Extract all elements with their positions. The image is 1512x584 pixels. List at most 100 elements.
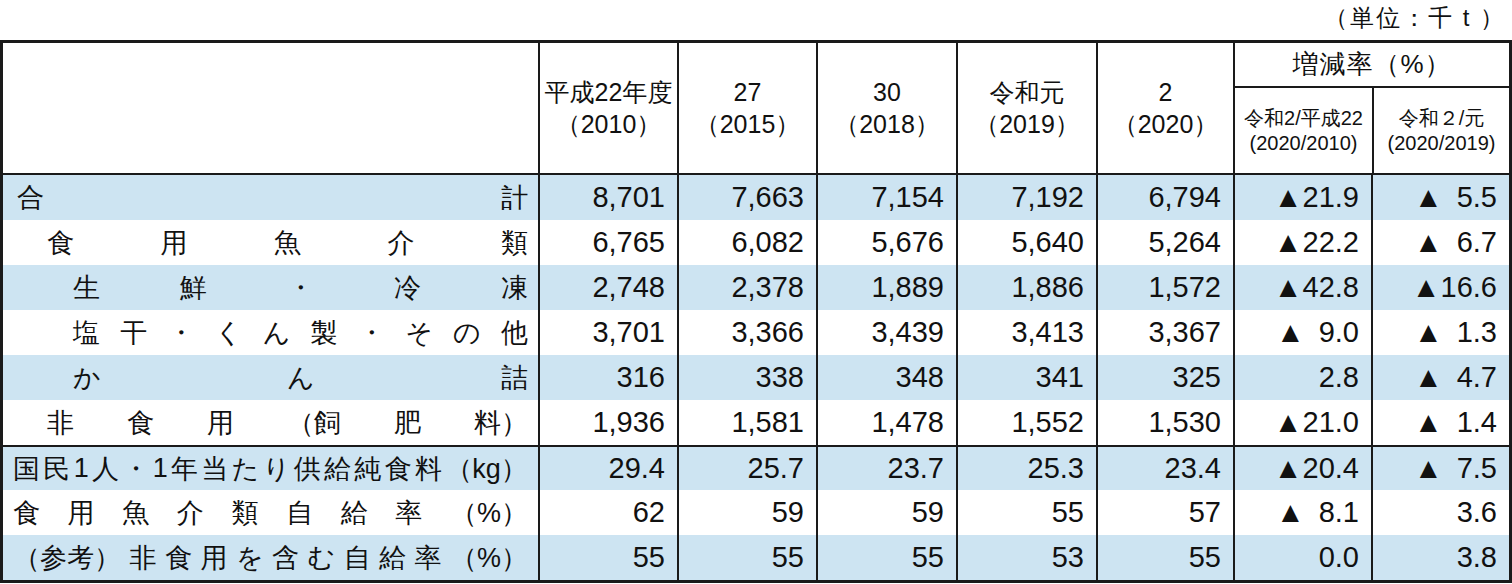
value-cell-2015: 3,366 (677, 310, 816, 355)
label-segment: 用 (68, 495, 95, 531)
label-segment: 給 (341, 495, 368, 531)
label-segment: ・ (168, 315, 195, 351)
label-segment: 当 (201, 451, 228, 487)
label-segment: 供 (294, 451, 321, 487)
label-segment: （飼 (287, 405, 341, 441)
header-line2: （2018） (834, 108, 940, 141)
label-segment: 計 (501, 180, 528, 216)
table-row: 国民1人・1年当たり供給純食料（kg） 29.4 25.7 23.7 25.3 … (3, 445, 1509, 490)
label-segment: 非 (129, 540, 156, 576)
label-segment: 塩 (73, 315, 100, 351)
label-segment: 料 (415, 451, 442, 487)
table-body: 合計 8,701 7,663 7,154 7,192 6,794 ▲21.9 ▲… (3, 175, 1509, 580)
value-cell-2018: 348 (816, 355, 956, 400)
label-segment: 食 (13, 495, 40, 531)
label-segment: （参考） (13, 540, 121, 576)
value-cell-2020: 57 (1096, 490, 1233, 535)
label-segment: 合 (17, 180, 44, 216)
table-row: （参考）非食用を含む自給率（%） 55 55 55 53 55 0.0 3.8 (3, 535, 1509, 580)
label-segment: ・ (122, 451, 149, 487)
value-cell-2015: 25.7 (677, 447, 816, 490)
value-cell-2015: 6,082 (677, 220, 816, 265)
label-segment: り (263, 451, 291, 487)
value-cell-2015: 1,581 (677, 400, 816, 445)
label-segment: か (73, 360, 101, 396)
header-line2: （2019） (974, 108, 1080, 141)
header-col-reiwa2: 2 （2020） (1096, 43, 1233, 173)
value-cell-2015: 59 (677, 490, 816, 535)
row-label: 国民1人・1年当たり供給純食料（kg） (3, 447, 538, 490)
rate-cell-2020-2010: ▲21.9 (1233, 175, 1371, 220)
label-segment: 率 (415, 540, 442, 576)
value-cell-2018: 5,676 (816, 220, 956, 265)
label-segment: 干 (120, 315, 147, 351)
value-cell-2019: 7,192 (956, 175, 1096, 220)
value-cell-2010: 3,701 (538, 310, 677, 355)
table-row: 塩干・くん製・その他 3,701 3,366 3,439 3,413 3,367… (3, 310, 1509, 355)
change-rate-subheaders: 令和2/平成22 (2020/2010) 令和２/元 (2020/2019) (1235, 88, 1509, 173)
label-segment: む (307, 540, 335, 576)
row-label: 生鮮・冷凍 (3, 265, 538, 310)
rate-cell-2020-2019: ▲ 6.7 (1371, 220, 1509, 265)
label-segment: 年 (171, 451, 198, 487)
row-label: 食用魚介類 (3, 220, 538, 265)
value-cell-2010: 29.4 (538, 447, 677, 490)
label-segment: く (215, 315, 243, 351)
subheader-line2: (2020/2019) (1388, 131, 1496, 156)
rate-cell-2020-2019: ▲ 1.4 (1371, 400, 1509, 445)
rate-cell-2020-2010: ▲20.4 (1233, 447, 1371, 490)
label-segment: そ (405, 315, 433, 351)
label-segment: 含 (272, 540, 299, 576)
value-cell-2010: 62 (538, 490, 677, 535)
label-segment: 食 (47, 225, 74, 261)
label-segment: 用 (161, 225, 188, 261)
value-cell-2020: 55 (1096, 535, 1233, 580)
value-cell-2015: 338 (677, 355, 816, 400)
label-segment: 給 (379, 540, 406, 576)
header-col-30: 30 （2018） (816, 43, 956, 173)
row-label: （参考）非食用を含む自給率（%） (3, 535, 538, 580)
value-cell-2018: 1,889 (816, 265, 956, 310)
label-segment: 食 (385, 451, 412, 487)
label-segment: 詰 (501, 360, 528, 396)
value-cell-2010: 316 (538, 355, 677, 400)
value-cell-2019: 3,413 (956, 310, 1096, 355)
value-cell-2015: 55 (677, 535, 816, 580)
header-col-heisei22: 平成22年度 （2010） (538, 43, 677, 173)
rate-cell-2020-2010: ▲22.2 (1233, 220, 1371, 265)
label-segment: 魚 (274, 225, 301, 261)
rate-cell-2020-2019: ▲16.6 (1371, 265, 1509, 310)
value-cell-2015: 2,378 (677, 265, 816, 310)
label-segment: 率 (395, 495, 422, 531)
label-segment: 生 (73, 270, 100, 306)
label-segment: 料） (474, 405, 528, 441)
label-segment: ・ (287, 270, 314, 306)
value-cell-2010: 6,765 (538, 220, 677, 265)
header-line2: （2020） (1113, 108, 1219, 141)
value-cell-2019: 5,640 (956, 220, 1096, 265)
label-segment: 食 (165, 540, 192, 576)
label-segment: 製 (311, 315, 338, 351)
value-cell-2020: 3,367 (1096, 310, 1233, 355)
rate-cell-2020-2019: ▲ 5.5 (1371, 175, 1509, 220)
value-cell-2019: 53 (956, 535, 1096, 580)
label-segment: 人 (92, 451, 119, 487)
value-cell-2010: 2,748 (538, 265, 677, 310)
page: （単位：千 t ） 平成22年度 （2010） 27 （2015） 30 （20… (0, 0, 1512, 584)
header-line2: （2015） (695, 108, 801, 141)
label-segment: 自 (286, 495, 313, 531)
label-segment: 民 (43, 451, 70, 487)
rate-cell-2020-2019: 3.8 (1371, 535, 1509, 580)
rate-cell-2020-2019: ▲ 7.5 (1371, 447, 1509, 490)
header-col-reiwa1: 令和元 （2019） (956, 43, 1096, 173)
label-segment: 介 (177, 495, 204, 531)
table-row: かん詰 316 338 348 341 325 2.8 ▲ 4.7 (3, 355, 1509, 400)
label-segment: 魚 (122, 495, 149, 531)
label-segment: の (453, 315, 481, 351)
label-segment: 1 (153, 453, 168, 484)
value-cell-2019: 25.3 (956, 447, 1096, 490)
value-cell-2018: 55 (816, 535, 956, 580)
value-cell-2020: 6,794 (1096, 175, 1233, 220)
label-segment: 類 (231, 495, 258, 531)
table-row: 食用魚介類 6,765 6,082 5,676 5,640 5,264 ▲22.… (3, 220, 1509, 265)
